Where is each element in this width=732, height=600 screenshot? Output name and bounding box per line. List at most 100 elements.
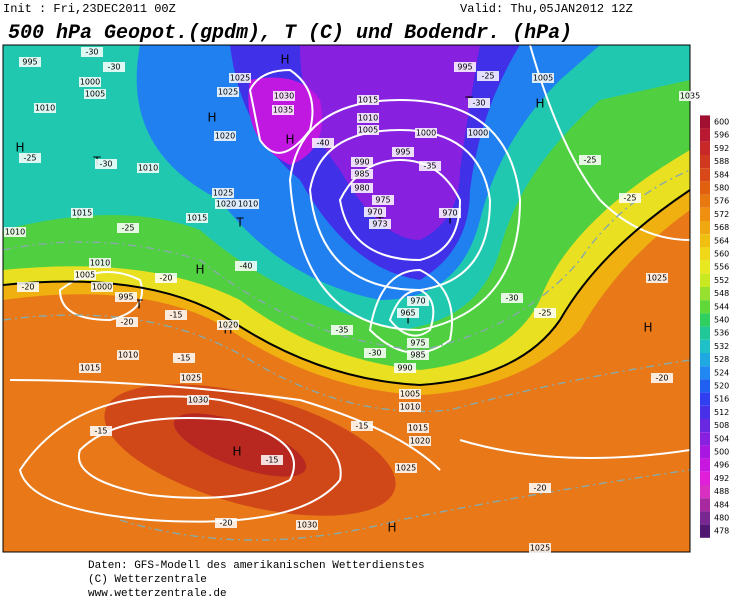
color-swatch [700, 287, 710, 301]
label-box [214, 131, 236, 141]
color-swatch [700, 419, 710, 433]
contour-label: 995 [22, 58, 37, 67]
scale-label: 576 [714, 197, 729, 206]
label-box [501, 293, 523, 303]
label-box [237, 199, 259, 209]
label-box [399, 389, 421, 399]
color-swatch [700, 234, 710, 248]
contour-label: 985 [354, 170, 369, 179]
scale-label: 568 [714, 223, 729, 232]
color-swatch [700, 339, 710, 353]
label-box [34, 103, 56, 113]
contour-label: 1025 [530, 544, 550, 553]
label-box [467, 128, 489, 138]
label-box [392, 147, 414, 157]
scale-label: 500 [714, 448, 729, 457]
label-box [454, 62, 476, 72]
contour-label: 975 [410, 339, 425, 348]
label-box [357, 125, 379, 135]
label-box [4, 227, 26, 237]
contour-label: 1000 [416, 129, 436, 138]
label-box [137, 163, 159, 173]
label-box [91, 282, 113, 292]
contour-label: 1035 [273, 106, 293, 115]
contour-label: 1035 [680, 92, 700, 101]
label-box [399, 402, 421, 412]
contour-label: -20 [533, 484, 546, 493]
label-box [331, 325, 353, 335]
scale-label: 478 [714, 527, 729, 536]
scale-label: 564 [714, 236, 729, 245]
contour-label: -25 [23, 154, 36, 163]
map-title: 500 hPa Geopot.(gpdm), T (C) und Bodendr… [8, 22, 572, 45]
label-box [71, 208, 93, 218]
label-box [117, 350, 139, 360]
contour-label: 1025 [396, 464, 416, 473]
label-box [679, 91, 701, 101]
scale-label: 596 [714, 131, 729, 140]
color-swatch [700, 155, 710, 169]
label-box [187, 395, 209, 405]
color-swatch [700, 207, 710, 221]
contour-label: 1005 [400, 390, 420, 399]
contour-label: 1010 [90, 259, 110, 268]
color-swatch [700, 471, 710, 485]
pressure-center: H [285, 133, 294, 147]
contour-label: 973 [372, 220, 387, 229]
contour-label: -40 [316, 139, 329, 148]
contour-label: 1010 [238, 200, 258, 209]
contour-label: -20 [655, 374, 668, 383]
color-swatch [700, 181, 710, 195]
label-box [357, 95, 379, 105]
footer-line: www.wetterzentrale.de [88, 588, 227, 600]
contour-label: 1020 [218, 321, 238, 330]
color-swatch [700, 432, 710, 446]
scale-label: 544 [714, 302, 729, 311]
contour-label: 1015 [187, 214, 207, 223]
contour-label: 970 [367, 208, 382, 217]
contour-label: -35 [423, 162, 436, 171]
pressure-center: H [535, 97, 544, 111]
contour-label: 970 [410, 297, 425, 306]
pressure-center: H [387, 521, 396, 535]
contour-label: 1030 [188, 396, 208, 405]
label-box [529, 483, 551, 493]
scale-label: 512 [714, 408, 729, 417]
contour-label: 1000 [468, 129, 488, 138]
contour-label: -15 [169, 311, 182, 320]
contour-label: 990 [354, 158, 369, 167]
contour-label: 1010 [35, 104, 55, 113]
scale-label: 520 [714, 382, 729, 391]
label-box [272, 105, 294, 115]
contour-label: 965 [400, 309, 415, 318]
pressure-center: T [445, 213, 454, 227]
scale-label: 492 [714, 474, 729, 483]
contour-label: -30 [99, 160, 112, 169]
scale-label: 584 [714, 170, 729, 179]
pressure-center: T [134, 298, 143, 312]
label-box [217, 320, 239, 330]
scale-label: 504 [714, 434, 729, 443]
contour-label: 1010 [138, 164, 158, 173]
color-swatch [700, 300, 710, 314]
contour-label: -35 [335, 326, 348, 335]
contour-label: 1010 [5, 228, 25, 237]
color-swatch [700, 524, 710, 538]
label-box [79, 363, 101, 373]
contour-label: 1020 [215, 132, 235, 141]
scale-label: 560 [714, 250, 729, 259]
contour-label: 1010 [358, 114, 378, 123]
contour-label: 1020 [410, 437, 430, 446]
label-box [407, 423, 429, 433]
contour-label: -25 [481, 72, 494, 81]
label-box [415, 128, 437, 138]
color-swatch [700, 405, 710, 419]
color-swatch [700, 379, 710, 393]
label-box [19, 153, 41, 163]
color-swatch [700, 115, 710, 129]
color-swatch [700, 313, 710, 327]
contour-label: -25 [583, 156, 596, 165]
label-box [407, 350, 429, 360]
label-box [115, 292, 137, 302]
label-box [95, 159, 117, 169]
